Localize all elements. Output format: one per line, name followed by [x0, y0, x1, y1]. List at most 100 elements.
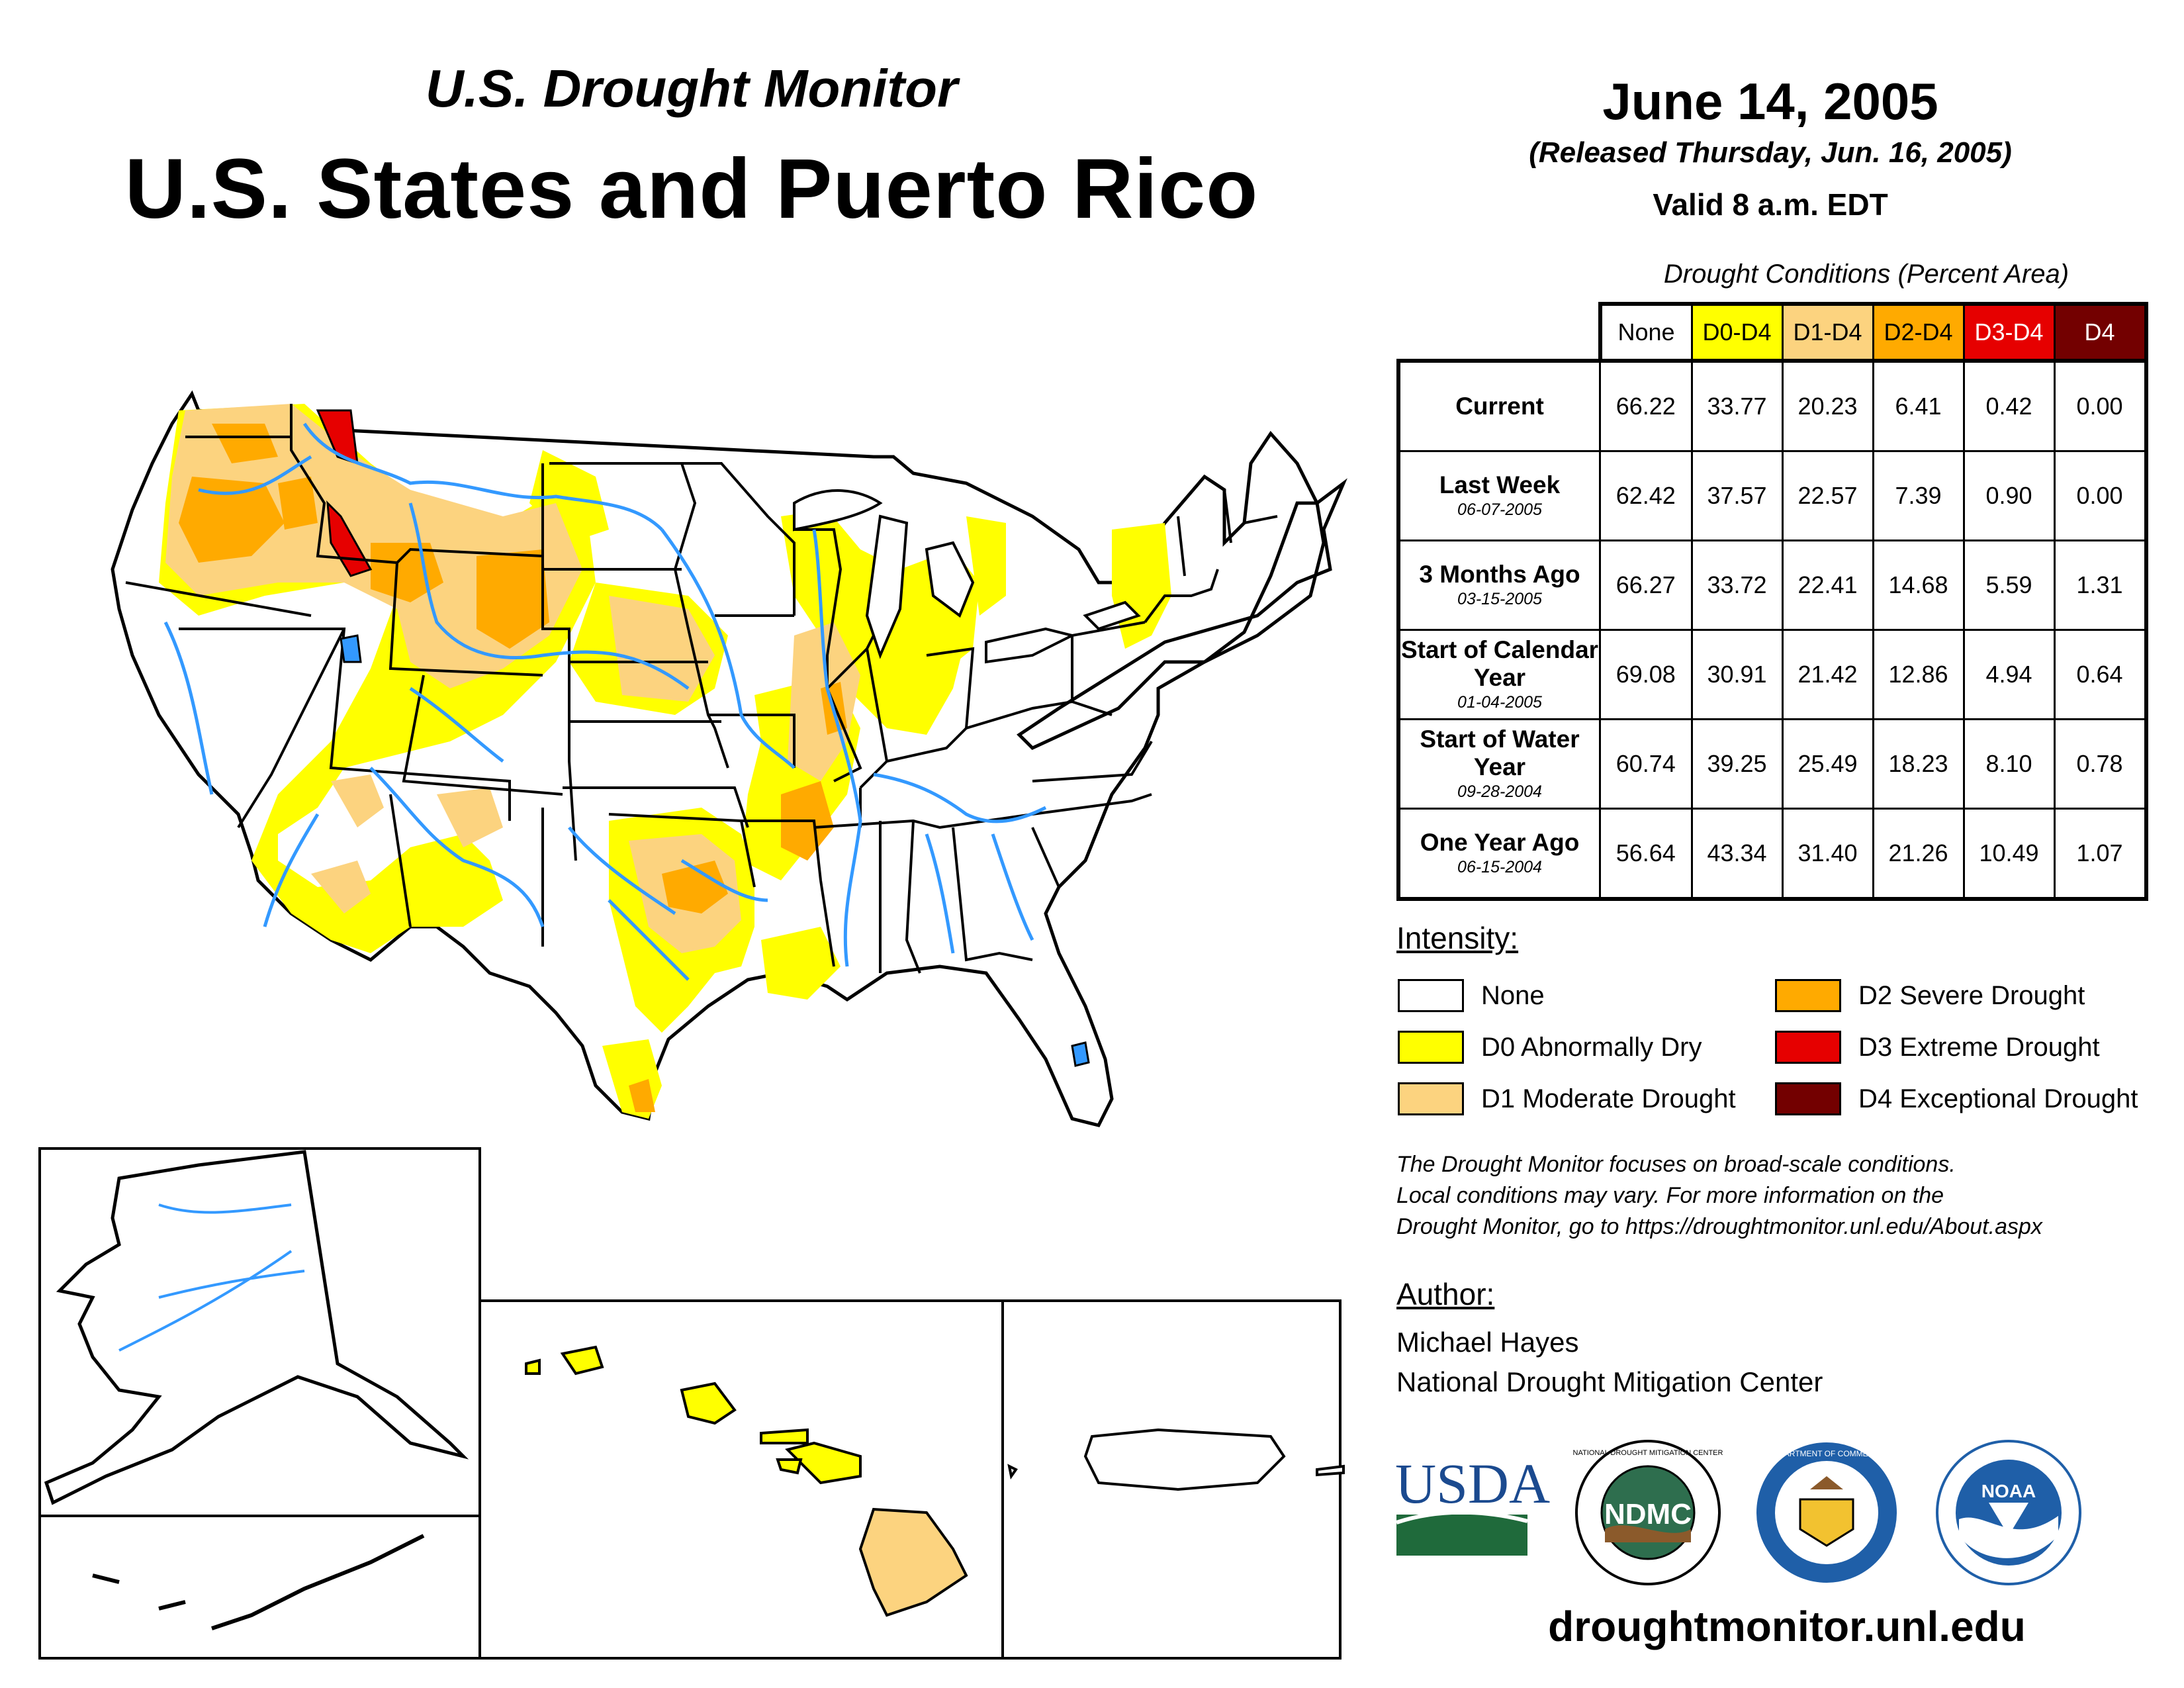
cell-d2-d4: 6.41: [1872, 359, 1965, 452]
col-none: None: [1598, 302, 1693, 362]
valid-time: Valid 8 a.m. EDT: [1653, 187, 1888, 222]
cell-none: 60.74: [1599, 718, 1693, 810]
ndmc-text: NDMC: [1604, 1498, 1692, 1530]
row-start-water-year: Start of Water Year 09-28-2004 60.74 39.2…: [1396, 718, 2148, 810]
cell-d2-d4: 21.26: [1872, 808, 1965, 901]
cell-d1-d4: 20.23: [1781, 359, 1874, 452]
cell-none: 56.64: [1599, 808, 1693, 901]
legend-label: D1 Moderate Drought: [1481, 1084, 1736, 1113]
agency-logos: USDA NDMC NATIONAL DROUGHT MITIGATION CE…: [1395, 1440, 2081, 1585]
legend-label: D0 Abnormally Dry: [1481, 1032, 1702, 1062]
cell-none: 69.08: [1599, 629, 1693, 720]
row-one-year-ago: One Year Ago 06-15-2004 56.64 43.34 31.40…: [1396, 808, 2148, 901]
author-title: Author:: [1396, 1277, 1495, 1311]
row-date: 06-15-2004: [1457, 858, 1542, 876]
map-date: June 14, 2005: [1602, 72, 1938, 130]
legend-label: None: [1481, 980, 1545, 1010]
legend-item-d1: D1 Moderate Drought: [1398, 1082, 1736, 1116]
author-name: Michael Hayes: [1396, 1327, 1579, 1358]
inset-frames: [38, 1147, 1342, 1660]
cell-d3-d4: 5.59: [1962, 539, 2056, 631]
col-d2-d4: D2-D4: [1872, 302, 1965, 362]
doc-ring-text: DEPARTMENT OF COMMERCE: [1768, 1449, 1885, 1458]
hawaii-inset: [525, 1345, 968, 1617]
cell-d1-d4: 31.40: [1781, 808, 1874, 901]
note-line: Local conditions may vary. For more info…: [1396, 1183, 1944, 1208]
disclaimer-note: The Drought Monitor focuses on broad-sca…: [1396, 1149, 2158, 1243]
drought-d2-areas: [179, 424, 847, 1112]
cell-d1-d4: 22.41: [1781, 539, 1874, 631]
release-date: (Released Thursday, Jun. 16, 2005): [1529, 136, 2012, 169]
row-date: 09-28-2004: [1457, 782, 1542, 801]
puerto-rico-inset: [1007, 1428, 1345, 1491]
table-caption: Drought Conditions (Percent Area): [1663, 259, 2070, 289]
website-url[interactable]: droughtmonitor.unl.edu: [1548, 1603, 2026, 1650]
cell-d0-d4: 33.77: [1690, 359, 1784, 452]
legend-label: D2 Severe Drought: [1858, 980, 2085, 1010]
doc-logo: DEPARTMENT OF COMMERCE: [1754, 1440, 1899, 1585]
legend-swatch: [1775, 979, 1841, 1012]
row-label: Current: [1396, 359, 1601, 452]
legend-item-d4: D4 Exceptional Drought: [1775, 1082, 2138, 1116]
row-date: 03-15-2005: [1457, 590, 1542, 608]
row-date: 01-04-2005: [1457, 693, 1542, 712]
cell-d4: 1.07: [2053, 808, 2148, 901]
legend-item-none: None: [1398, 978, 1545, 1013]
col-d4: D4: [2053, 302, 2148, 362]
row-3-months-ago: 3 Months Ago 03-15-2005 66.27 33.72 22.41…: [1396, 539, 2148, 631]
cell-d2-d4: 18.23: [1872, 718, 1965, 810]
table-header-row: None D0-D4 D1-D4 D2-D4 D3-D4 D4: [1398, 302, 2148, 362]
row-last-week: Last Week 06-07-2005 62.42 37.57 22.57 7.…: [1396, 450, 2148, 541]
legend-swatch: [1775, 1082, 1841, 1115]
legend-swatch: [1398, 979, 1464, 1012]
usda-text: USDA: [1395, 1452, 1550, 1515]
legend-item-d3: D3 Extreme Drought: [1775, 1030, 2100, 1064]
cell-d0-d4: 33.72: [1690, 539, 1784, 631]
cell-none: 66.22: [1599, 359, 1693, 452]
ndmc-logo: NDMC NATIONAL DROUGHT MITIGATION CENTER: [1573, 1440, 1723, 1585]
note-line: The Drought Monitor focuses on broad-sca…: [1396, 1152, 1956, 1177]
cell-none: 62.42: [1599, 450, 1693, 541]
lakes: [340, 634, 1090, 1067]
cell-d2-d4: 12.86: [1872, 629, 1965, 720]
noaa-logo: NOAA: [1936, 1440, 2081, 1585]
cell-none: 66.27: [1599, 539, 1693, 631]
cell-d4: 0.64: [2053, 629, 2148, 720]
row-date: 06-07-2005: [1457, 500, 1542, 519]
legend-swatch: [1775, 1031, 1841, 1064]
cell-d0-d4: 37.57: [1690, 450, 1784, 541]
legend-item-d2: D2 Severe Drought: [1775, 978, 2085, 1013]
cell-d3-d4: 0.90: [1962, 450, 2056, 541]
drought-conditions-table: None D0-D4 D1-D4 D2-D4 D3-D4 D4 Current …: [1396, 302, 2148, 901]
col-d3-d4: D3-D4: [1962, 302, 2056, 362]
row-label: Start of Calendar Year 01-04-2005: [1396, 629, 1601, 720]
legend-swatch: [1398, 1031, 1464, 1064]
legend-label: D4 Exceptional Drought: [1858, 1084, 2138, 1113]
cell-d3-d4: 10.49: [1962, 808, 2056, 901]
cell-d0-d4: 39.25: [1690, 718, 1784, 810]
row-current: Current 66.22 33.77 20.23 6.41 0.42 0.00: [1396, 359, 2148, 452]
author-org: National Drought Mitigation Center: [1396, 1366, 1823, 1397]
cell-d3-d4: 4.94: [1962, 629, 2056, 720]
note-line: Drought Monitor, go to https://droughtmo…: [1396, 1214, 2042, 1239]
ndmc-ring-text: NATIONAL DROUGHT MITIGATION CENTER: [1573, 1449, 1723, 1457]
row-label: Start of Water Year 09-28-2004: [1396, 718, 1601, 810]
cell-d4: 0.00: [2053, 359, 2148, 452]
alaska-inset: [44, 1150, 469, 1630]
col-d1-d4: D1-D4: [1781, 302, 1874, 362]
row-label: 3 Months Ago 03-15-2005: [1396, 539, 1601, 631]
cell-d1-d4: 22.57: [1781, 450, 1874, 541]
row-label: Last Week 06-07-2005: [1396, 450, 1601, 541]
cell-d2-d4: 14.68: [1872, 539, 1965, 631]
cell-d4: 1.31: [2053, 539, 2148, 631]
legend-label: D3 Extreme Drought: [1858, 1032, 2100, 1062]
cell-d3-d4: 0.42: [1962, 359, 2056, 452]
cell-d1-d4: 21.42: [1781, 629, 1874, 720]
noaa-text: NOAA: [1981, 1481, 2036, 1501]
cell-d0-d4: 43.34: [1690, 808, 1784, 901]
cell-d4: 0.00: [2053, 450, 2148, 541]
usda-logo: USDA: [1395, 1452, 1550, 1556]
cell-d0-d4: 30.91: [1690, 629, 1784, 720]
map-title: U.S. States and Puerto Rico: [124, 142, 1259, 236]
